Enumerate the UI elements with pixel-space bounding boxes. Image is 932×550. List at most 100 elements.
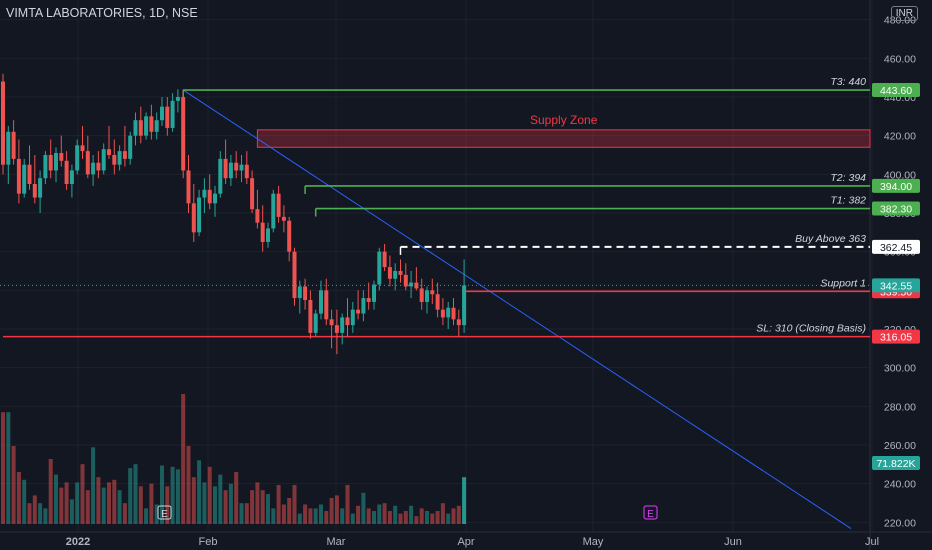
x-tick-label: Feb	[199, 536, 218, 548]
candle-body	[96, 162, 101, 171]
currency-badge[interactable]: INR	[890, 6, 918, 21]
candle-body	[197, 197, 202, 233]
volume-bar	[160, 465, 164, 524]
candle-body	[462, 285, 467, 326]
volume-bar	[377, 504, 382, 524]
price-tag-sl: 316.05	[880, 332, 912, 344]
candle-body	[435, 294, 440, 310]
candle-body	[440, 309, 445, 318]
candle-body	[255, 209, 260, 223]
candle-body	[101, 149, 106, 171]
volume-bar	[281, 504, 286, 524]
price-tag-t1: 382.30	[880, 204, 912, 216]
volume-bar	[271, 508, 276, 524]
candle-body	[11, 131, 16, 159]
candle-body	[324, 290, 329, 320]
candle-body	[446, 307, 451, 318]
candle-body	[234, 162, 239, 171]
price-tag-t3-bg	[872, 83, 920, 98]
price-tag-buy: 362.45	[880, 242, 912, 254]
candle-body	[308, 300, 313, 333]
volume-bar	[6, 412, 11, 524]
candle-body	[170, 100, 175, 128]
candle-body	[133, 120, 138, 136]
candle-body	[377, 251, 382, 285]
volume-bar	[250, 490, 255, 524]
volume-bar	[197, 460, 202, 524]
volume-bar	[43, 508, 48, 524]
candle-body	[43, 155, 48, 179]
candle-body	[350, 309, 355, 326]
volume-bar	[234, 472, 239, 524]
volume-bar	[292, 485, 297, 524]
candle-body	[313, 313, 318, 333]
event-marker-label: E	[161, 509, 168, 520]
level-label: T3: 440	[830, 76, 866, 88]
candle-body	[16, 158, 21, 194]
x-tick-label: Mar	[327, 536, 346, 548]
y-tick-label: 460.00	[884, 53, 916, 65]
candle-body	[409, 282, 414, 287]
candle-body	[112, 155, 117, 165]
volume-bar	[170, 466, 175, 524]
volume-bar	[80, 464, 85, 524]
candle-body	[1, 81, 5, 165]
volume-bar	[59, 487, 64, 524]
volume-bar	[403, 511, 408, 524]
candle-body	[69, 170, 74, 184]
candle-body	[149, 116, 154, 132]
price-tag-last: 342.55	[880, 280, 912, 292]
volume-bar	[54, 474, 58, 524]
volume-bar	[366, 508, 371, 524]
candle-body	[107, 149, 111, 155]
price-tag-buy-bg	[872, 239, 920, 254]
candle-body	[122, 151, 127, 159]
candle-body	[297, 286, 302, 299]
price-tag-sl-bg	[872, 329, 920, 344]
candle-body	[250, 178, 255, 210]
volume-tag-bg	[872, 456, 920, 470]
volume-bar	[85, 490, 90, 524]
candle-body	[22, 164, 27, 194]
y-tick-label: 300.00	[884, 363, 916, 375]
candle-body	[160, 106, 164, 121]
volume-bar	[387, 511, 392, 524]
candle-body	[260, 222, 265, 242]
volume-bar	[96, 477, 101, 524]
volume-tag: 71.822K	[876, 458, 915, 470]
y-tick-label: 420.00	[884, 131, 916, 143]
candle-body	[85, 151, 90, 175]
volume-bar	[11, 446, 16, 524]
candle-body	[144, 116, 149, 136]
volume-bar	[138, 486, 143, 524]
candle-body	[38, 178, 43, 198]
volume-bar	[324, 511, 329, 524]
volume-bar	[382, 503, 387, 524]
candle-body	[154, 120, 159, 132]
volume-bar	[207, 466, 212, 524]
candle-body	[276, 193, 281, 217]
candle-body	[398, 271, 403, 275]
candle-body	[80, 145, 85, 152]
volume-bar	[297, 513, 302, 524]
candle-body	[456, 319, 461, 326]
volume-bar	[75, 482, 80, 524]
candle-body	[27, 164, 32, 184]
volume-bar	[133, 464, 138, 524]
candle-body	[329, 319, 334, 326]
volume-bar	[287, 498, 292, 524]
volume-bar	[101, 487, 106, 524]
candle-body	[91, 162, 96, 175]
level-label: T1: 382	[830, 195, 866, 207]
candle-body	[48, 155, 53, 171]
volume-bar	[361, 492, 366, 524]
x-tick-label: Jul	[865, 536, 879, 548]
candle-body	[372, 284, 376, 302]
volume-bar	[255, 482, 260, 524]
candle-body	[32, 184, 37, 198]
volume-bar	[181, 394, 186, 524]
volume-bar	[409, 505, 414, 524]
price-tag-t1-bg	[872, 201, 920, 216]
x-tick-label: May	[583, 536, 604, 548]
